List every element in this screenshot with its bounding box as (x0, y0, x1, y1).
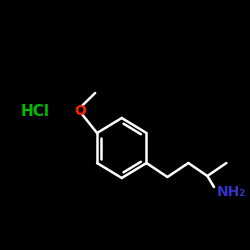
Text: O: O (74, 104, 86, 118)
Text: HCl: HCl (21, 104, 50, 120)
Text: NH₂: NH₂ (217, 185, 246, 199)
